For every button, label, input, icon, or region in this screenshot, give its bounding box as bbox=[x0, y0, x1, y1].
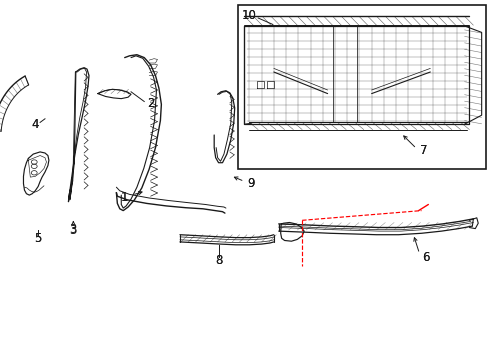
Text: 2: 2 bbox=[146, 97, 154, 110]
Text: 6: 6 bbox=[421, 251, 428, 264]
Text: 4: 4 bbox=[31, 118, 39, 131]
Text: 9: 9 bbox=[247, 177, 255, 190]
Text: 3: 3 bbox=[69, 224, 77, 237]
Text: 1: 1 bbox=[121, 191, 128, 204]
Text: 3: 3 bbox=[69, 223, 77, 236]
Text: 4: 4 bbox=[31, 118, 39, 131]
Text: 2: 2 bbox=[146, 97, 154, 110]
Text: 7: 7 bbox=[419, 144, 427, 157]
Bar bbox=[238, 5, 485, 169]
Text: 8: 8 bbox=[215, 254, 223, 267]
Text: 6: 6 bbox=[421, 251, 428, 264]
Text: 1: 1 bbox=[121, 191, 128, 204]
Text: 10: 10 bbox=[242, 9, 256, 22]
Text: 7: 7 bbox=[419, 144, 427, 157]
Text: 5: 5 bbox=[34, 232, 42, 245]
Text: 10: 10 bbox=[242, 9, 256, 22]
Text: 8: 8 bbox=[215, 254, 223, 267]
Text: 9: 9 bbox=[247, 177, 255, 190]
Text: 5: 5 bbox=[34, 232, 42, 245]
